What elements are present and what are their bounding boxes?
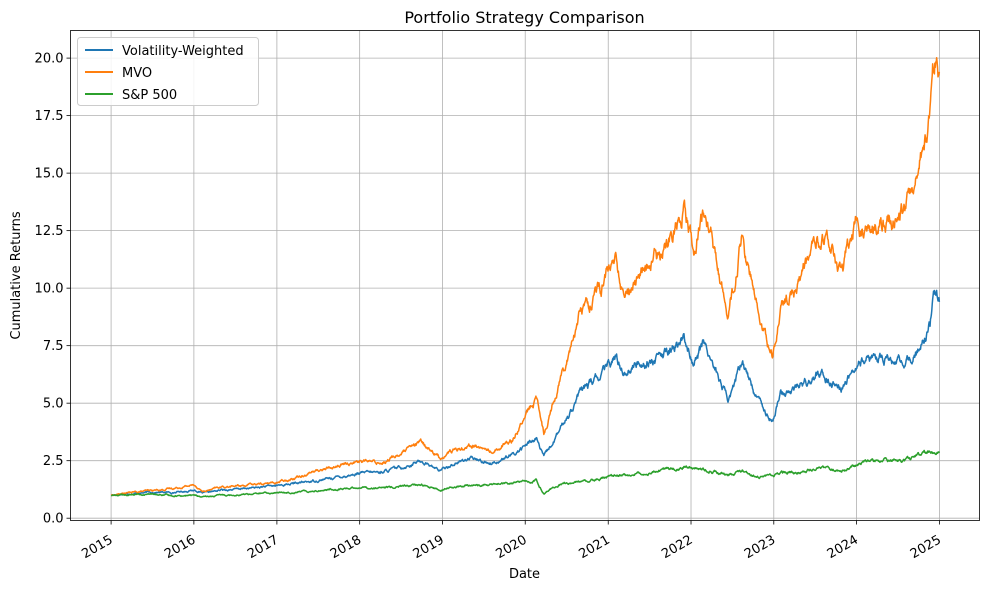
x-tick-label: 2025 (908, 533, 944, 563)
x-tick-label: 2022 (659, 533, 695, 563)
x-tick-label: 2015 (79, 533, 115, 563)
chart-title: Portfolio Strategy Comparison (404, 8, 644, 27)
y-tick-label: 20.0 (35, 52, 64, 67)
x-tick-label: 2016 (162, 533, 198, 563)
series-line-volatility-weighted (111, 289, 941, 497)
series-line-sp500 (110, 449, 941, 498)
y-tick-label: 7.5 (43, 339, 64, 354)
series-line-mvo (110, 57, 941, 497)
legend-box (77, 37, 259, 106)
x-axis-title: Date (509, 567, 540, 582)
x-tick-label: 2023 (742, 533, 778, 563)
x-tick-label: 2017 (245, 533, 281, 563)
legend-label-sp500: S&P 500 (122, 88, 177, 103)
y-tick-label: 2.5 (43, 454, 64, 469)
x-tick-label: 2020 (493, 533, 529, 563)
y-axis-ticks: 0.0 2.5 5.0 7.5 10.0 12.5 15.0 17.5 20.0 (35, 52, 71, 527)
legend: Volatility-Weighted MVO S&P 500 (77, 37, 259, 106)
y-tick-label: 10.0 (35, 282, 64, 297)
y-tick-label: 15.0 (35, 167, 64, 182)
y-tick-label: 5.0 (43, 397, 64, 412)
y-axis-title: Cumulative Returns (9, 211, 24, 339)
x-tick-label: 2024 (825, 533, 861, 563)
x-axis-ticks: 2015 2016 2017 2018 2019 2020 2021 2022 2023 2024… (79, 520, 944, 563)
x-tick-label: 2018 (328, 533, 364, 563)
x-tick-label: 2019 (411, 533, 447, 563)
series-lines (110, 57, 941, 498)
y-tick-label: 0.0 (43, 512, 64, 527)
y-tick-label: 17.5 (35, 109, 64, 124)
grid (70, 30, 980, 521)
legend-label-mvo: MVO (122, 66, 152, 81)
x-tick-label: 2021 (576, 533, 612, 563)
legend-label-volatility-weighted: Volatility-Weighted (122, 44, 244, 59)
y-tick-label: 12.5 (35, 224, 64, 239)
